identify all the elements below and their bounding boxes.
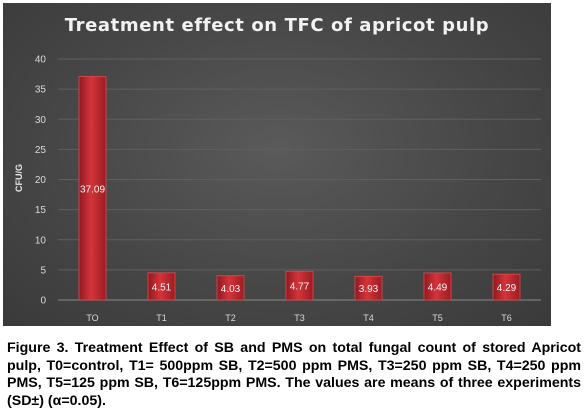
- data-label: 3.93: [359, 284, 379, 295]
- bar-to: [78, 76, 107, 301]
- bars: [78, 76, 521, 301]
- bar-t6: [492, 273, 521, 301]
- bar-t3: [285, 270, 314, 301]
- data-labels: 37.09 4.51 4.03 4.77 3.93 4.49 4.29: [80, 184, 517, 295]
- gridlines: [58, 58, 541, 301]
- y-tick-label: 25: [35, 145, 47, 156]
- chart-title: Treatment effect on TFC of apricot pulp: [64, 15, 490, 36]
- y-tick-labels: 0 5 10 15 20 25 30 35 40: [35, 55, 47, 307]
- x-tick-label: T6: [501, 313, 512, 323]
- data-label: 4.03: [221, 284, 241, 295]
- y-tick-label: 15: [35, 205, 47, 216]
- chart-panel: Treatment effect on TFC of apricot pulp …: [3, 3, 551, 326]
- x-tick-label: T1: [156, 313, 167, 323]
- y-tick-label: 10: [35, 235, 47, 246]
- y-tick-label: 35: [35, 85, 47, 96]
- y-tick-label: 0: [40, 296, 46, 307]
- bar-chart: 37.09 4.51 4.03 4.77 3.93 4.49 4.29 0 5 10 15 20 25…: [35, 55, 541, 323]
- y-tick-label: 40: [35, 55, 47, 66]
- data-label: 4.49: [428, 282, 448, 293]
- bar-t2: [216, 275, 245, 301]
- x-tick-label: T5: [432, 313, 443, 323]
- bar-t1: [147, 272, 176, 301]
- x-tick-label: T2: [225, 313, 236, 323]
- x-tick-label: T4: [363, 313, 374, 323]
- y-tick-label: 20: [35, 175, 47, 186]
- y-tick-label: 5: [40, 265, 46, 276]
- x-tick-label: TO: [86, 313, 98, 323]
- figure-caption: Figure 3. Treatment Effect of SB and PMS…: [7, 340, 581, 409]
- bar-t5: [423, 272, 452, 301]
- data-label: 37.09: [80, 184, 105, 195]
- data-label: 4.29: [497, 283, 517, 294]
- x-tick-labels: TO T1 T2 T3 T4 T5 T6: [86, 313, 511, 323]
- x-tick-label: T3: [294, 313, 305, 323]
- data-label: 4.51: [152, 282, 172, 293]
- bar-t4: [354, 275, 383, 301]
- data-label: 4.77: [290, 282, 310, 293]
- y-tick-label: 30: [35, 115, 47, 126]
